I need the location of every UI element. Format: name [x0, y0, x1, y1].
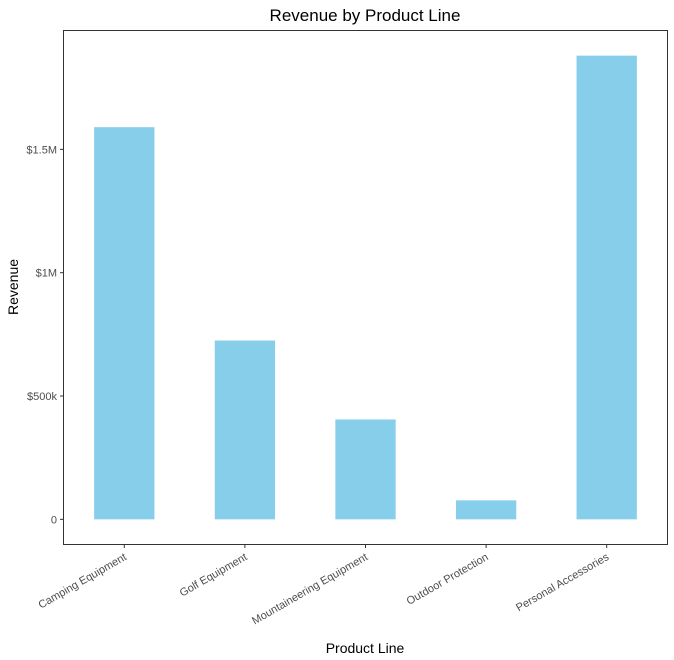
x-axis: Camping Equipment Golf Equipment Mountaine… — [36, 544, 612, 627]
bar-outdoor-protection — [455, 500, 517, 520]
y-axis-title: Revenue — [5, 259, 21, 315]
x-tick-label: Golf Equipment — [178, 551, 250, 599]
bar-mountaineering-equipment — [335, 419, 396, 520]
x-tick-label: Mountaineering Equipment — [250, 551, 370, 627]
bars-group — [94, 55, 637, 520]
y-tick-label: $1M — [36, 268, 57, 280]
bar-personal-accessories — [576, 55, 637, 520]
x-axis-title: Product Line — [326, 640, 405, 656]
bar-golf-equipment — [214, 340, 276, 520]
x-tick-label: Outdoor Protection — [405, 551, 491, 608]
x-tick-label: Camping Equipment — [36, 551, 128, 611]
x-tick-label: Personal Accessories — [514, 551, 612, 614]
y-tick-label: $1.5M — [26, 144, 57, 156]
chart-title: Revenue by Product Line — [270, 6, 461, 25]
bar-camping-equipment — [94, 127, 155, 520]
y-axis: 0 $500k $1M $1.5M — [26, 144, 64, 526]
y-tick-label: 0 — [51, 514, 57, 526]
y-tick-label: $500k — [27, 391, 57, 403]
